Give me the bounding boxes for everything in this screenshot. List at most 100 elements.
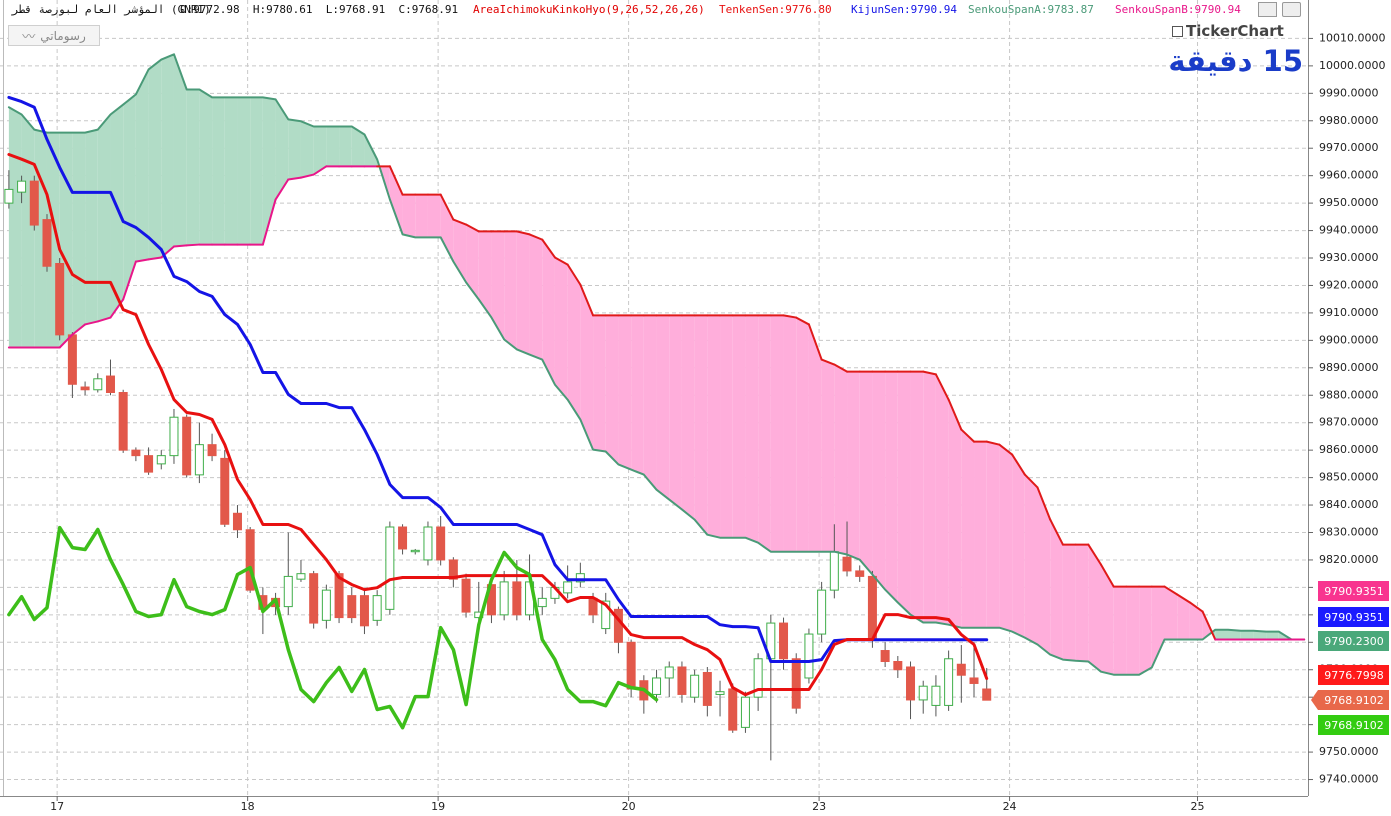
cloud-fill [478, 231, 492, 318]
cloud-fill [1050, 519, 1063, 660]
cloud-fill [567, 264, 581, 420]
span-b-line [71, 323, 87, 336]
span-b-line [566, 263, 582, 286]
x-tick-label: 18 [241, 800, 255, 813]
span-b-line [985, 440, 1001, 446]
cloud-fill [491, 231, 505, 340]
candle-body [372, 595, 382, 621]
span-b-line [172, 244, 188, 248]
cloud-fill [313, 126, 327, 175]
cloud-fill [872, 371, 886, 590]
cloud-fill [948, 399, 962, 628]
span-b-line [541, 238, 556, 259]
cloud-fill [250, 97, 263, 245]
cloud-fill [834, 364, 848, 555]
cloud-fill [796, 317, 809, 552]
y-tick-label: 10010.0000 [1319, 31, 1385, 44]
span-b-line [1201, 610, 1217, 641]
cloud-fill [339, 126, 352, 167]
span-b-line [947, 398, 963, 431]
candle-body [677, 666, 687, 695]
price-tag [1318, 631, 1389, 651]
span-b-line [58, 333, 74, 349]
cloud-fill [1101, 564, 1114, 675]
candle-body [144, 455, 154, 473]
price-tag-label: 9768.9102 [1324, 719, 1384, 732]
candle-body [690, 674, 700, 698]
window-button[interactable] [1258, 2, 1277, 17]
cloud-fill [986, 441, 1000, 628]
candle-body [17, 180, 27, 193]
cloud-fill [186, 89, 200, 246]
cloud-fill [1151, 586, 1165, 668]
axes: 9740.00009750.00009760.00009770.00009780… [50, 31, 1389, 813]
candle-body [931, 685, 941, 706]
candle-body [105, 375, 115, 394]
candle-body [944, 658, 954, 706]
x-tick-label: 20 [622, 800, 636, 813]
y-tick-label: 9860.0000 [1319, 443, 1379, 456]
candle-body [334, 573, 344, 619]
candle-body [93, 378, 103, 391]
y-tick-label: 9940.0000 [1319, 224, 1379, 237]
cloud-fill [97, 114, 111, 322]
y-tick-label: 9960.0000 [1319, 169, 1379, 182]
y-tick-label: 9990.0000 [1319, 86, 1379, 99]
x-tick-label: 19 [431, 800, 445, 813]
candle-body [969, 677, 979, 684]
cloud-fill [758, 315, 771, 552]
cloud-fill [1037, 487, 1051, 655]
cloud-fill [1189, 602, 1203, 640]
candle-body [347, 595, 357, 619]
y-tick-label: 9880.0000 [1319, 388, 1379, 401]
cloud-fill [212, 97, 225, 245]
drawings-button[interactable]: 〰 رسوماتي [8, 25, 100, 46]
cloud-fill [1266, 631, 1279, 640]
cloud-fill [923, 371, 936, 623]
span-b-line [439, 193, 455, 221]
y-tick-label: 10000.0000 [1319, 59, 1385, 72]
span-b-line [465, 223, 480, 233]
candle-body [791, 658, 801, 709]
candle-body [740, 696, 750, 728]
candle-body [855, 570, 865, 577]
price-tag-label: 9768.9102 [1324, 694, 1384, 707]
span-b-line [515, 230, 531, 236]
candle-body [601, 600, 611, 630]
tenkan-line [7, 153, 989, 697]
cloud-fill [694, 315, 708, 535]
cloud-fill [821, 359, 835, 552]
y-tick-label: 9950.0000 [1319, 196, 1379, 209]
cloud-fill [529, 234, 543, 360]
cloud-fill [1113, 586, 1127, 675]
y-tick-label: 9750.0000 [1319, 745, 1379, 758]
span-b-line [261, 198, 277, 246]
window-button[interactable] [1282, 2, 1301, 17]
cloud-fill [808, 324, 822, 552]
cloud-fill [554, 257, 568, 400]
indicator-label: AreaIchimokuKinkoHyo(9,26,52,26,26) [473, 3, 705, 16]
cloud-fill [123, 94, 136, 300]
span-b-line [122, 260, 137, 301]
cloud-fill [1227, 629, 1241, 640]
price-tag-label: 9790.9351 [1324, 611, 1384, 624]
x-tick-label: 17 [50, 800, 64, 813]
candle-body [118, 392, 128, 451]
price-tag-label: 9790.2300 [1324, 635, 1384, 648]
cloud-fill [466, 224, 479, 300]
span-b-line [528, 233, 544, 241]
price-tag [1318, 665, 1389, 685]
cloud-fill [745, 315, 759, 543]
candle-body [652, 677, 662, 695]
price-tag [1318, 715, 1389, 735]
y-tick-label: 9970.0000 [1319, 141, 1379, 154]
cloud-fill [1139, 586, 1152, 675]
cloud-fill [770, 315, 784, 552]
cloud-fill [199, 89, 213, 245]
cloud-fill [1012, 454, 1025, 638]
candle-body [575, 573, 585, 583]
candle-body [753, 658, 763, 698]
candle-body [55, 263, 65, 336]
x-tick-label: 23 [812, 800, 826, 813]
